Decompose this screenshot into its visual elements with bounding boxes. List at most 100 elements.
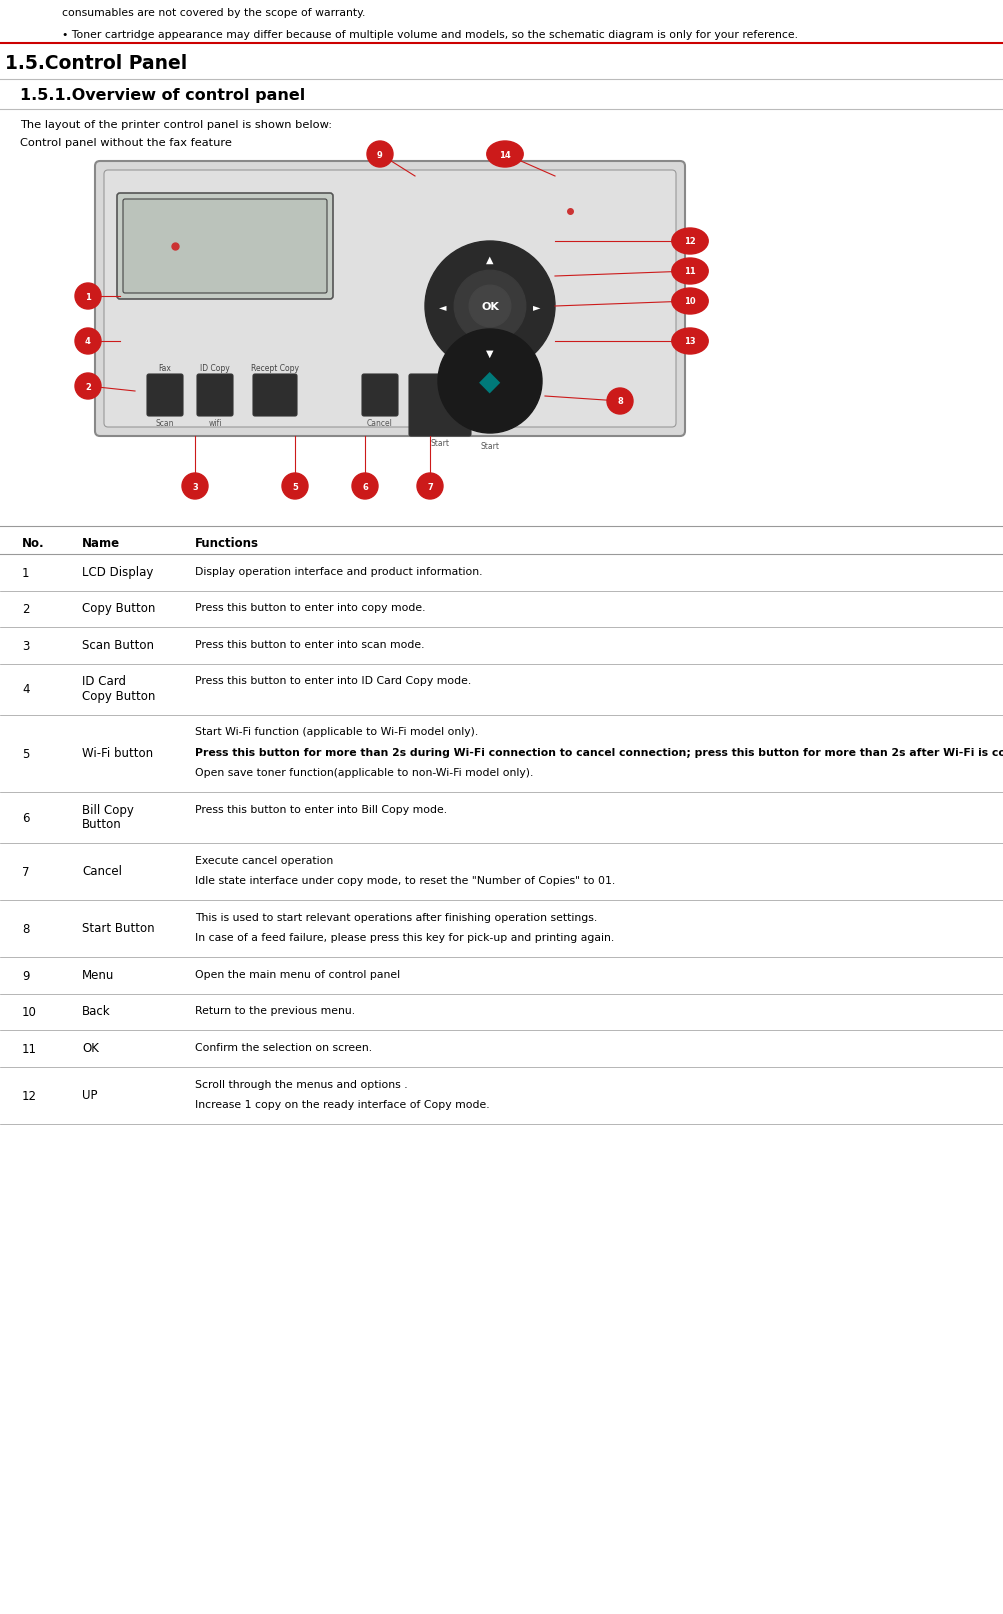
Text: ▲: ▲ xyxy=(485,255,493,265)
Text: Open the main menu of control panel: Open the main menu of control panel xyxy=(195,970,400,980)
Text: In case of a feed failure, please press this key for pick-up and printing again.: In case of a feed failure, please press … xyxy=(195,933,614,943)
Text: Execute cancel operation: Execute cancel operation xyxy=(195,855,333,865)
Text: ◄: ◄ xyxy=(439,302,446,312)
Text: 1.5.1.Overview of control panel: 1.5.1.Overview of control panel xyxy=(20,87,305,103)
Text: 12: 12 xyxy=(22,1089,37,1102)
Text: 12: 12 xyxy=(683,237,695,247)
Text: • Toner cartridge appearance may differ because of multiple volume and models, s: • Toner cartridge appearance may differ … xyxy=(62,31,797,40)
Text: ▼: ▼ xyxy=(485,349,493,358)
Text: Button: Button xyxy=(82,818,121,831)
Text: The layout of the printer control panel is shown below:: The layout of the printer control panel … xyxy=(20,119,332,129)
Text: Scroll through the menus and options .: Scroll through the menus and options . xyxy=(195,1078,407,1089)
Text: ◆: ◆ xyxy=(478,368,500,395)
Text: 6: 6 xyxy=(22,812,29,825)
Text: Press this button for more than 2s during Wi-Fi connection to cancel connection;: Press this button for more than 2s durin… xyxy=(195,747,1003,757)
Text: 8: 8 xyxy=(617,397,622,407)
Text: Start: Start xyxy=(430,439,449,447)
FancyBboxPatch shape xyxy=(362,374,397,416)
Text: Control panel without the fax feature: Control panel without the fax feature xyxy=(20,137,232,148)
Text: 1: 1 xyxy=(85,292,91,302)
Circle shape xyxy=(282,473,308,500)
Text: 4: 4 xyxy=(85,337,91,347)
Circle shape xyxy=(75,329,101,355)
Text: LCD Display: LCD Display xyxy=(82,565,153,579)
Text: 3: 3 xyxy=(192,483,198,491)
Text: Wi-Fi button: Wi-Fi button xyxy=(82,747,153,760)
FancyBboxPatch shape xyxy=(95,161,684,437)
FancyBboxPatch shape xyxy=(253,374,297,416)
Text: 10: 10 xyxy=(22,1006,37,1018)
Text: 1.5.Control Panel: 1.5.Control Panel xyxy=(5,53,188,73)
Circle shape xyxy=(437,329,542,434)
Text: UP: UP xyxy=(82,1088,97,1101)
Text: This is used to start relevant operations after finishing operation settings.: This is used to start relevant operation… xyxy=(195,912,597,923)
Text: Functions: Functions xyxy=(195,537,259,550)
Text: 5: 5 xyxy=(292,483,298,491)
Circle shape xyxy=(75,374,101,400)
Text: Increase 1 copy on the ready interface of Copy mode.: Increase 1 copy on the ready interface o… xyxy=(195,1099,489,1109)
FancyBboxPatch shape xyxy=(408,374,470,437)
Text: 8: 8 xyxy=(22,923,29,936)
Text: ►: ► xyxy=(533,302,540,312)
Ellipse shape xyxy=(671,229,707,255)
Text: Name: Name xyxy=(82,537,120,550)
Text: wifi: wifi xyxy=(208,418,222,428)
Text: 11: 11 xyxy=(683,268,695,276)
Text: 9: 9 xyxy=(22,968,29,983)
Text: Display operation interface and product information.: Display operation interface and product … xyxy=(195,567,482,576)
Text: 14: 14 xyxy=(498,150,511,160)
Text: 4: 4 xyxy=(22,683,29,696)
Circle shape xyxy=(424,242,555,371)
Text: Press this button to enter into copy mode.: Press this button to enter into copy mod… xyxy=(195,604,425,613)
Text: OK: OK xyxy=(480,302,498,312)
Text: Start: Start xyxy=(480,442,499,450)
Text: 7: 7 xyxy=(426,483,432,491)
Text: 2: 2 xyxy=(22,604,29,617)
Text: Press this button to enter into scan mode.: Press this button to enter into scan mod… xyxy=(195,639,424,649)
Text: consumables are not covered by the scope of warranty.: consumables are not covered by the scope… xyxy=(62,8,365,18)
Text: Scan: Scan xyxy=(155,418,175,428)
FancyBboxPatch shape xyxy=(197,374,233,416)
Text: 11: 11 xyxy=(22,1043,37,1056)
Ellipse shape xyxy=(486,142,523,168)
Circle shape xyxy=(352,473,377,500)
FancyBboxPatch shape xyxy=(117,194,333,300)
Text: No.: No. xyxy=(22,537,44,550)
Circle shape xyxy=(416,473,442,500)
Text: Copy Button: Copy Button xyxy=(82,602,155,615)
Text: Press this button to enter into ID Card Copy mode.: Press this button to enter into ID Card … xyxy=(195,676,470,686)
Text: 5: 5 xyxy=(22,747,29,760)
Text: Copy Button: Copy Button xyxy=(82,689,155,702)
Text: 10: 10 xyxy=(683,297,695,307)
Circle shape xyxy=(607,389,632,415)
Text: 3: 3 xyxy=(22,639,29,652)
FancyBboxPatch shape xyxy=(123,200,327,294)
Text: ID Copy: ID Copy xyxy=(200,363,230,373)
Circle shape xyxy=(468,286,511,328)
Text: 13: 13 xyxy=(683,337,695,347)
Circle shape xyxy=(75,284,101,310)
Text: Cancel: Cancel xyxy=(367,418,392,428)
Text: Return to the previous menu.: Return to the previous menu. xyxy=(195,1006,355,1015)
Text: 1: 1 xyxy=(22,567,29,579)
Text: OK: OK xyxy=(82,1041,98,1054)
Text: Confirm the selection on screen.: Confirm the selection on screen. xyxy=(195,1043,372,1052)
Text: Press this button to enter into Bill Copy mode.: Press this button to enter into Bill Cop… xyxy=(195,804,446,815)
Text: Start Wi-Fi function (applicable to Wi-Fi model only).: Start Wi-Fi function (applicable to Wi-F… xyxy=(195,726,477,738)
Text: Recept Copy: Recept Copy xyxy=(251,363,299,373)
Text: ID Card: ID Card xyxy=(82,675,125,688)
Text: Open save toner function(applicable to non-Wi-Fi model only).: Open save toner function(applicable to n… xyxy=(195,768,533,778)
Text: Start Button: Start Button xyxy=(82,922,154,935)
Ellipse shape xyxy=(671,329,707,355)
FancyBboxPatch shape xyxy=(104,171,675,428)
Text: Fax: Fax xyxy=(158,363,172,373)
Circle shape xyxy=(182,473,208,500)
Text: Scan Button: Scan Button xyxy=(82,639,153,652)
Ellipse shape xyxy=(671,258,707,284)
Text: Back: Back xyxy=(82,1006,110,1018)
Circle shape xyxy=(367,142,392,168)
Text: Menu: Menu xyxy=(82,968,114,981)
Circle shape xyxy=(453,271,526,342)
FancyBboxPatch shape xyxy=(146,374,183,416)
Ellipse shape xyxy=(671,289,707,315)
